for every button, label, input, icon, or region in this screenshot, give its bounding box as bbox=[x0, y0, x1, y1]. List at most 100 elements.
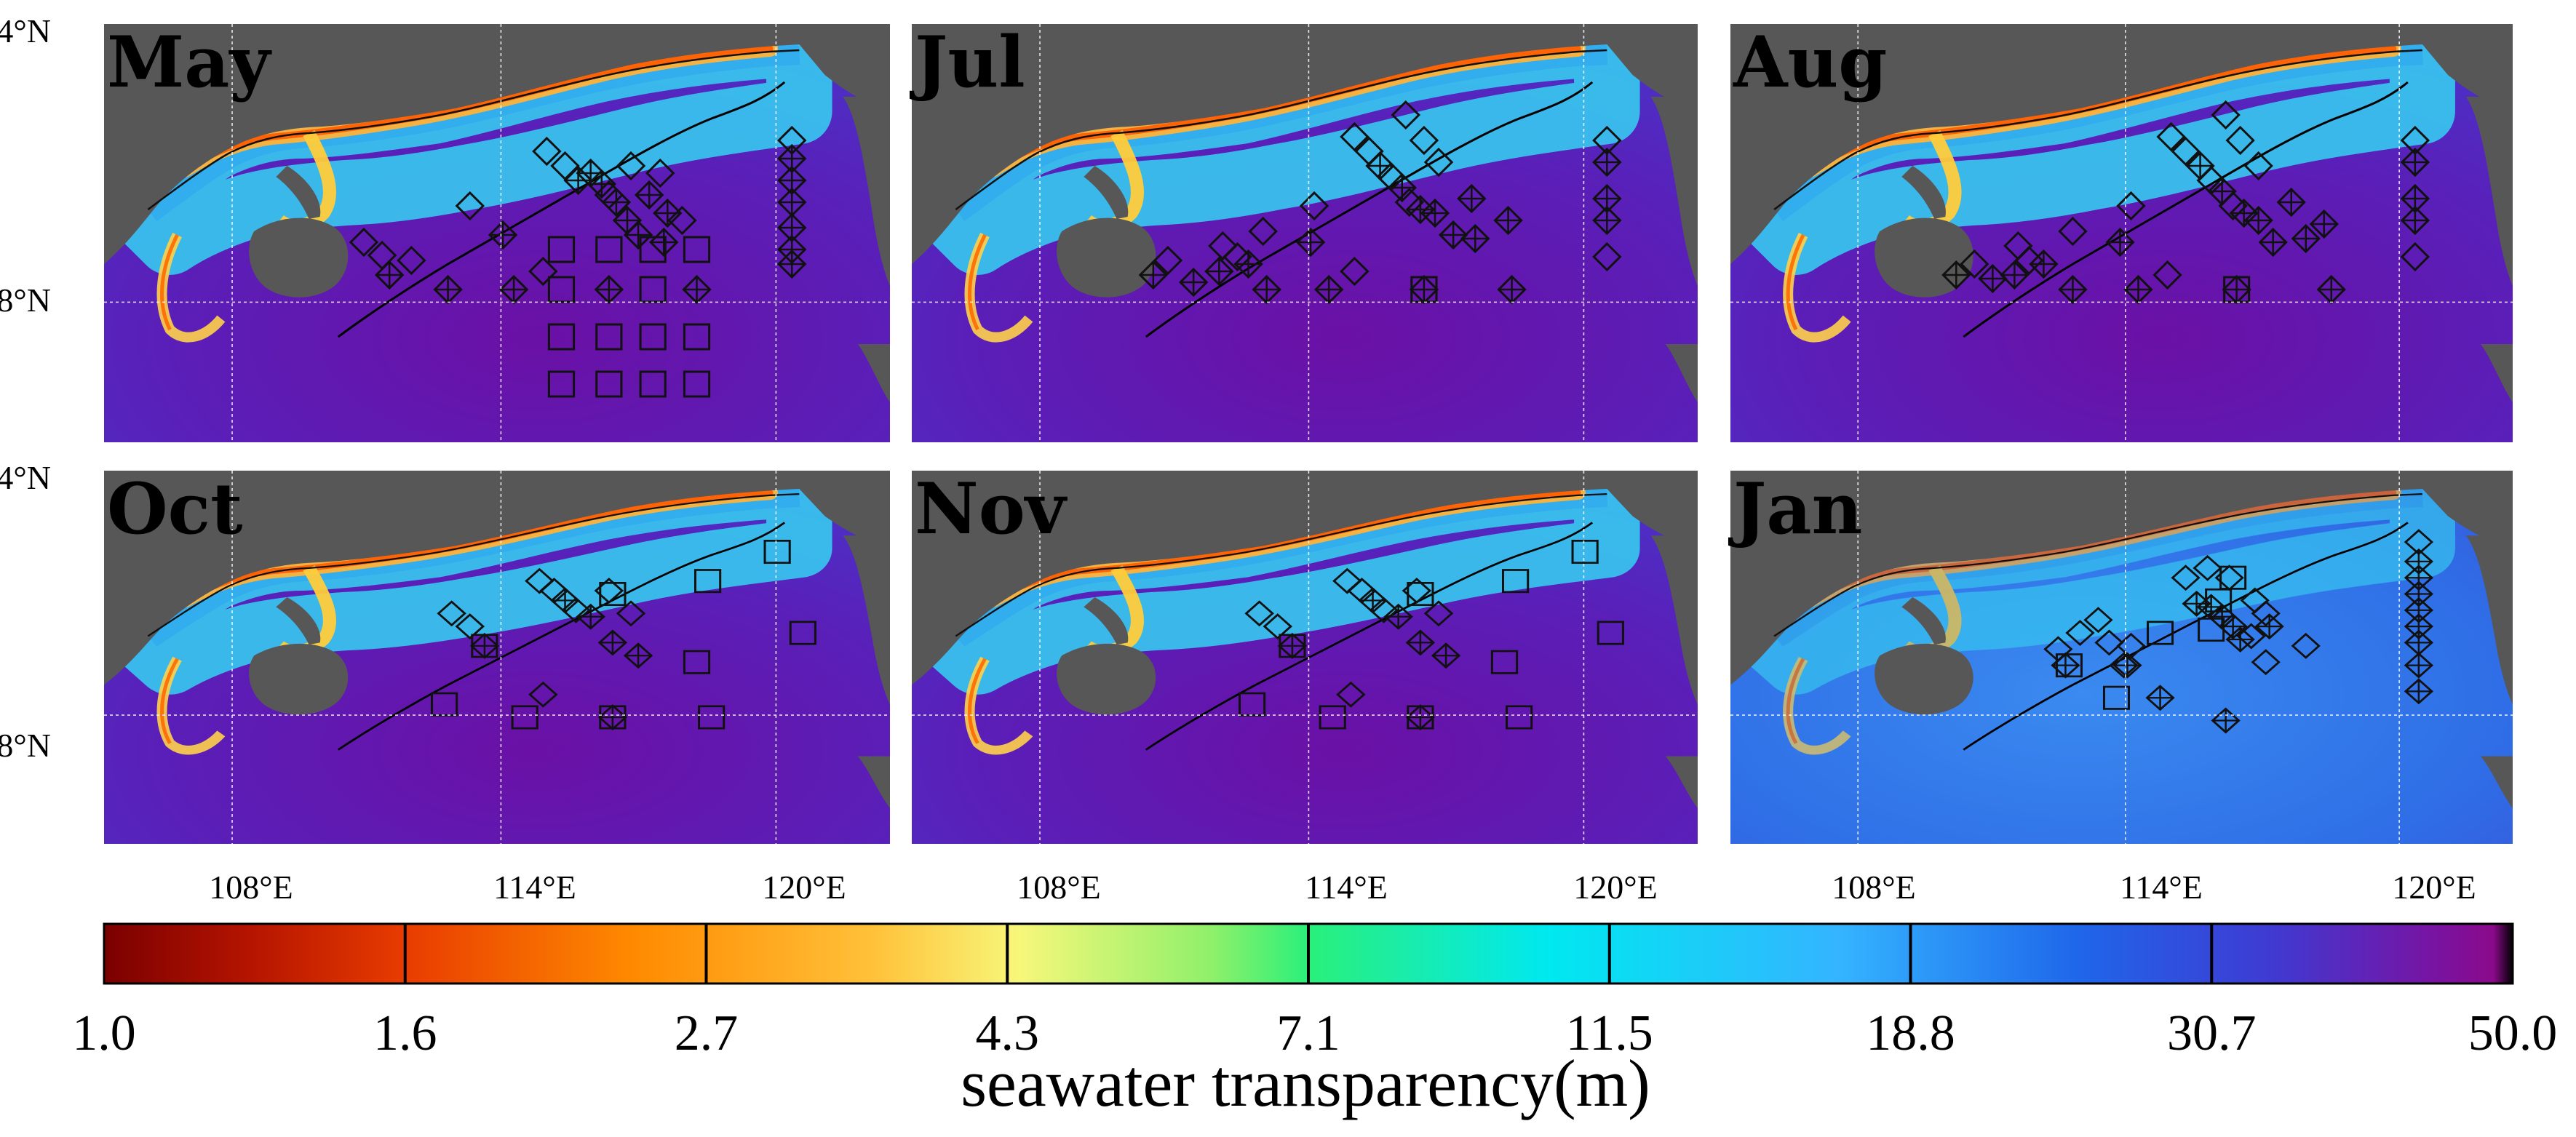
station-diamond bbox=[2225, 125, 2255, 156]
station-cross bbox=[1498, 276, 1525, 303]
station-cross bbox=[595, 276, 622, 303]
station-diamond bbox=[2116, 191, 2146, 221]
station-square bbox=[1571, 540, 1599, 564]
station-cross bbox=[1432, 644, 1460, 668]
graticule bbox=[104, 24, 890, 442]
station-diamond bbox=[455, 613, 485, 640]
station-cross bbox=[2147, 686, 2174, 710]
station-diamond bbox=[2112, 652, 2142, 679]
station-diamond bbox=[616, 151, 646, 181]
station-diamond bbox=[2058, 216, 2088, 247]
colorbar-label-0: 1.0 bbox=[72, 1005, 136, 1061]
station-square bbox=[595, 236, 623, 263]
station-diamond bbox=[455, 191, 485, 221]
longitude-labels: 108°E 114°E 120°E 108°E 114°E 120°E 108°… bbox=[209, 869, 2476, 906]
station-square bbox=[1506, 705, 1533, 730]
station-square bbox=[1279, 634, 1306, 658]
station-diamond bbox=[2094, 629, 2124, 656]
station-diamond bbox=[561, 597, 591, 623]
station-diamond bbox=[1423, 600, 1454, 627]
station-diamond bbox=[1960, 249, 1989, 279]
month-label: Jan bbox=[1728, 468, 1862, 550]
station-cross bbox=[2125, 276, 2152, 303]
station-square bbox=[683, 370, 711, 398]
station-diamond bbox=[2404, 652, 2434, 679]
station-diamond bbox=[2225, 626, 2255, 653]
station-square bbox=[1410, 276, 1438, 303]
station-diamond bbox=[2065, 620, 2095, 646]
station-cross bbox=[471, 634, 498, 658]
month-label: Oct bbox=[107, 468, 242, 550]
station-diamond bbox=[2193, 554, 2222, 581]
station-cross bbox=[2245, 207, 2272, 234]
station-cross bbox=[779, 251, 806, 277]
station-square bbox=[2055, 653, 2083, 678]
station-cross bbox=[1407, 196, 1434, 223]
station-cross bbox=[501, 276, 528, 303]
station-cross bbox=[577, 605, 604, 629]
station-markers bbox=[349, 125, 807, 398]
station-diamond bbox=[2243, 151, 2273, 181]
month-label: May bbox=[107, 21, 272, 103]
station-cross bbox=[2318, 276, 2345, 303]
station-cross bbox=[2059, 276, 2086, 303]
station-square bbox=[1490, 650, 1519, 674]
station-cross bbox=[1316, 276, 1343, 303]
station-diamond bbox=[1336, 681, 1366, 708]
station-square bbox=[2147, 621, 2174, 645]
colorbar-tick-labels: 1.0 1.6 2.7 4.3 7.1 11.5 18.8 30.7 50.0 bbox=[72, 1005, 2557, 1061]
station-cross bbox=[1180, 269, 1207, 295]
station-diamond bbox=[616, 600, 646, 627]
station-diamond bbox=[667, 205, 697, 236]
lon-label-c2-120e: 120°E bbox=[1573, 869, 1658, 906]
station-diamond bbox=[1153, 245, 1183, 276]
station-square bbox=[683, 650, 711, 674]
station-cross bbox=[1407, 705, 1434, 730]
station-cross bbox=[1495, 207, 1522, 234]
map-panel-jul: Jul bbox=[909, 21, 1698, 442]
station-diamond bbox=[1208, 231, 1238, 261]
station-cross bbox=[2001, 262, 2028, 288]
station-diamond bbox=[2404, 678, 2434, 705]
station-cross bbox=[1458, 185, 1485, 212]
colorbar-label-3: 4.3 bbox=[976, 1005, 1040, 1061]
station-cross bbox=[1979, 266, 2006, 292]
station-diamond bbox=[437, 600, 466, 627]
station-cross bbox=[1421, 200, 1449, 226]
station-square bbox=[599, 705, 627, 730]
month-label: Jul bbox=[909, 21, 1025, 103]
station-diamond bbox=[1244, 600, 1274, 627]
station-diamond bbox=[1423, 147, 1454, 177]
colorbar: 1.0 1.6 2.7 4.3 7.1 11.5 18.8 30.7 50.0 seawater… bbox=[72, 922, 2557, 1120]
station-square bbox=[2102, 685, 2131, 710]
station-cross bbox=[1462, 226, 1489, 252]
station-square bbox=[683, 236, 711, 263]
station-cross bbox=[2212, 709, 2239, 733]
colorbar-title: seawater transparency(m) bbox=[961, 1046, 1650, 1120]
lon-label-c3-120e: 120°E bbox=[2392, 869, 2476, 906]
station-cross bbox=[1943, 262, 1970, 288]
station-square bbox=[547, 323, 576, 351]
station-cross bbox=[2405, 679, 2432, 703]
station-cross bbox=[636, 182, 663, 208]
station-cross bbox=[2187, 153, 2214, 179]
station-cross bbox=[1594, 207, 1621, 234]
station-square bbox=[599, 582, 627, 607]
station-cross bbox=[2278, 189, 2305, 215]
station-diamond bbox=[2003, 231, 2033, 261]
map-panels: May Jul Aug Oct Nov Jan bbox=[104, 21, 2513, 844]
station-square bbox=[683, 323, 711, 351]
station-cross bbox=[2405, 653, 2432, 677]
station-cross bbox=[1235, 251, 1262, 277]
graticule bbox=[912, 471, 1698, 844]
station-diamond bbox=[2156, 121, 2186, 152]
station-diamond bbox=[349, 227, 379, 258]
station-cross bbox=[2256, 615, 2283, 639]
station-cross bbox=[613, 207, 641, 234]
station-cross bbox=[1297, 229, 1324, 255]
station-diamond bbox=[397, 245, 426, 276]
station-diamond bbox=[2083, 607, 2113, 634]
station-diamond bbox=[1592, 242, 1622, 272]
station-cross bbox=[624, 222, 652, 248]
